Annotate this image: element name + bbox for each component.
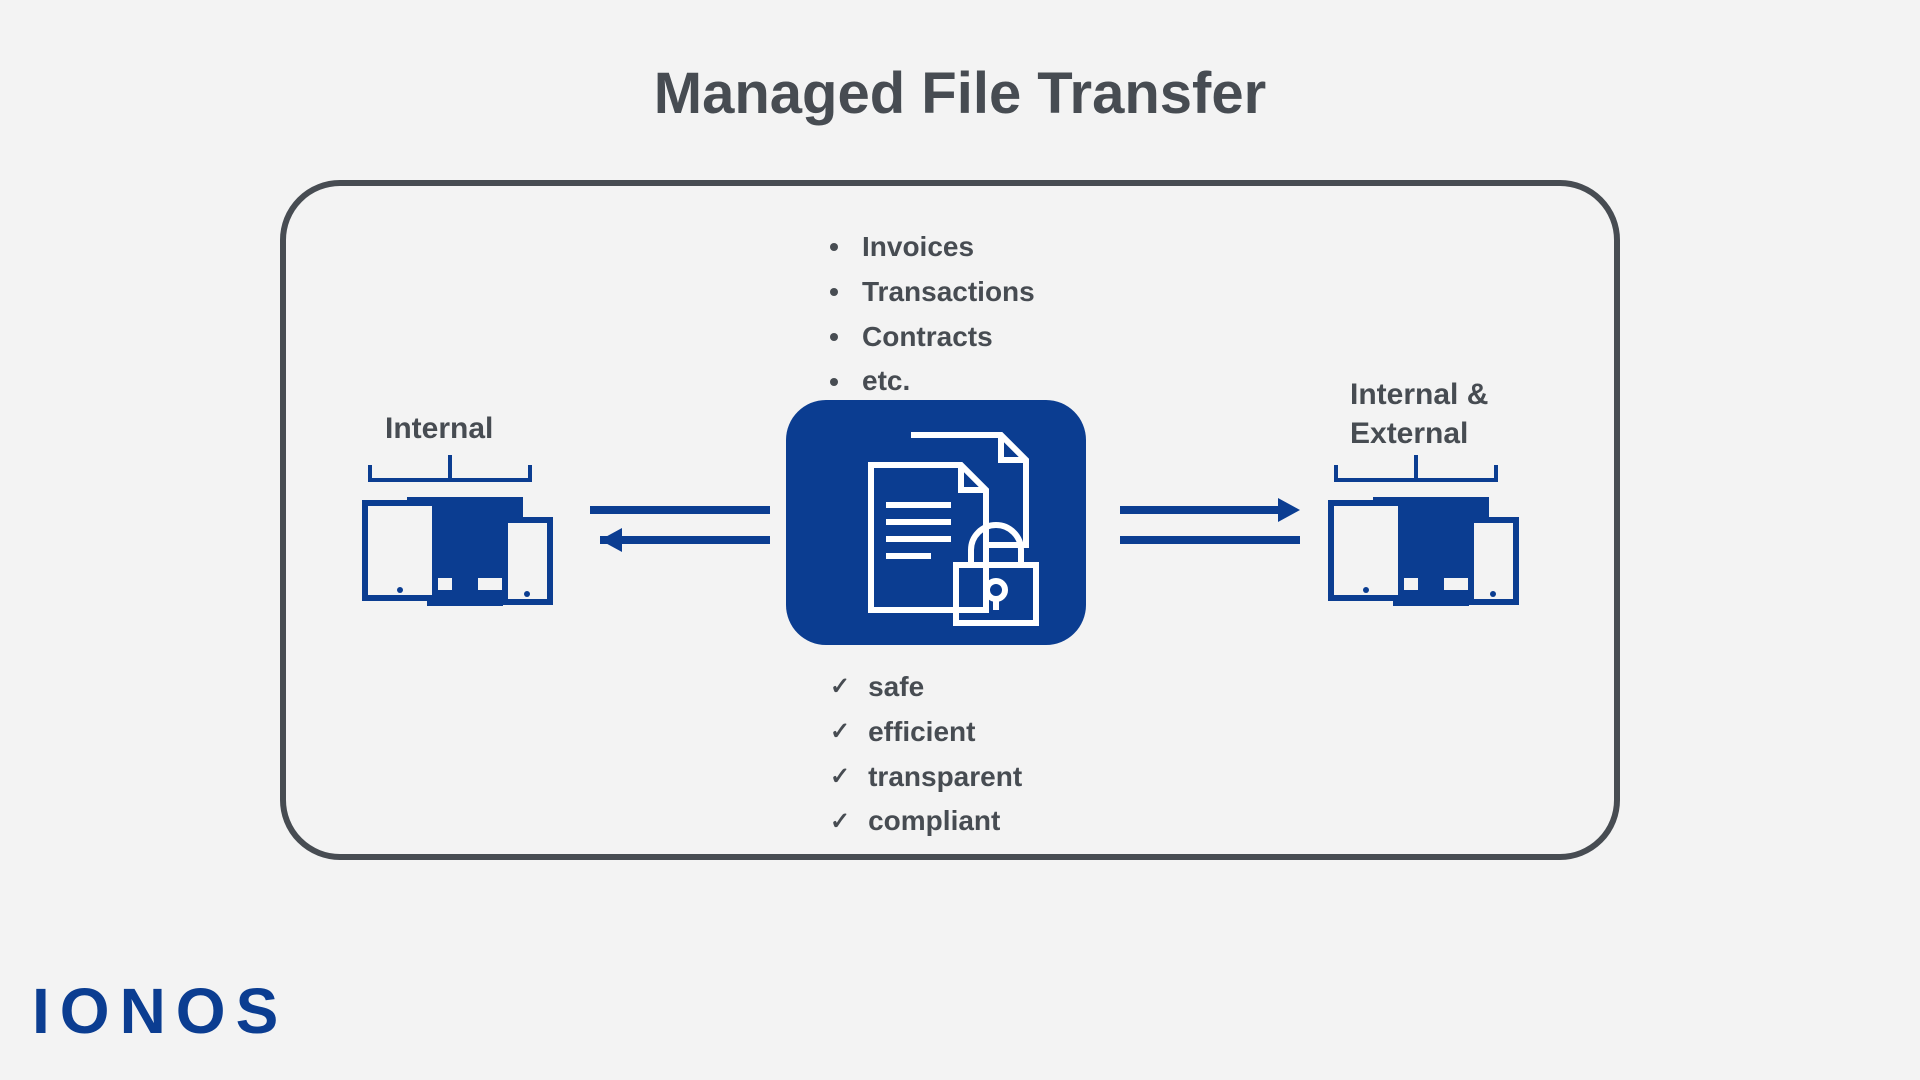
label-line: External [1350,417,1468,450]
list-item-label: safe [868,665,924,710]
check-icon: ✓ [830,668,850,706]
list-item-label: transparent [868,755,1022,800]
list-item-label: Invoices [862,225,974,270]
check-icon: ✓ [830,758,850,796]
list-item-label: efficient [868,710,975,755]
list-item: Contracts [830,315,1035,360]
list-item-label: etc. [862,359,910,404]
label-line: Internal & [1350,378,1488,411]
mft-hub [786,400,1086,645]
documents-lock-icon [786,400,1086,645]
list-item: Invoices [830,225,1035,270]
file-types-list: Invoices Transactions Contracts etc. [830,225,1035,404]
list-item: ✓ compliant [830,799,1022,844]
external-label: Internal & External [1350,375,1488,453]
list-item: Transactions [830,270,1035,315]
ionos-logo: IONOS [32,974,288,1048]
check-icon: ✓ [830,803,850,841]
list-item: ✓ efficient [830,710,1022,755]
list-item-label: compliant [868,799,1000,844]
list-item-label: Transactions [862,270,1035,315]
benefits-list: ✓ safe ✓ efficient ✓ transparent ✓ compliant [830,665,1022,844]
check-icon: ✓ [830,713,850,751]
list-item: ✓ transparent [830,755,1022,800]
list-item: etc. [830,359,1035,404]
page-title: Managed File Transfer [0,60,1920,127]
list-item: ✓ safe [830,665,1022,710]
list-item-label: Contracts [862,315,993,360]
internal-label: Internal [385,412,493,446]
